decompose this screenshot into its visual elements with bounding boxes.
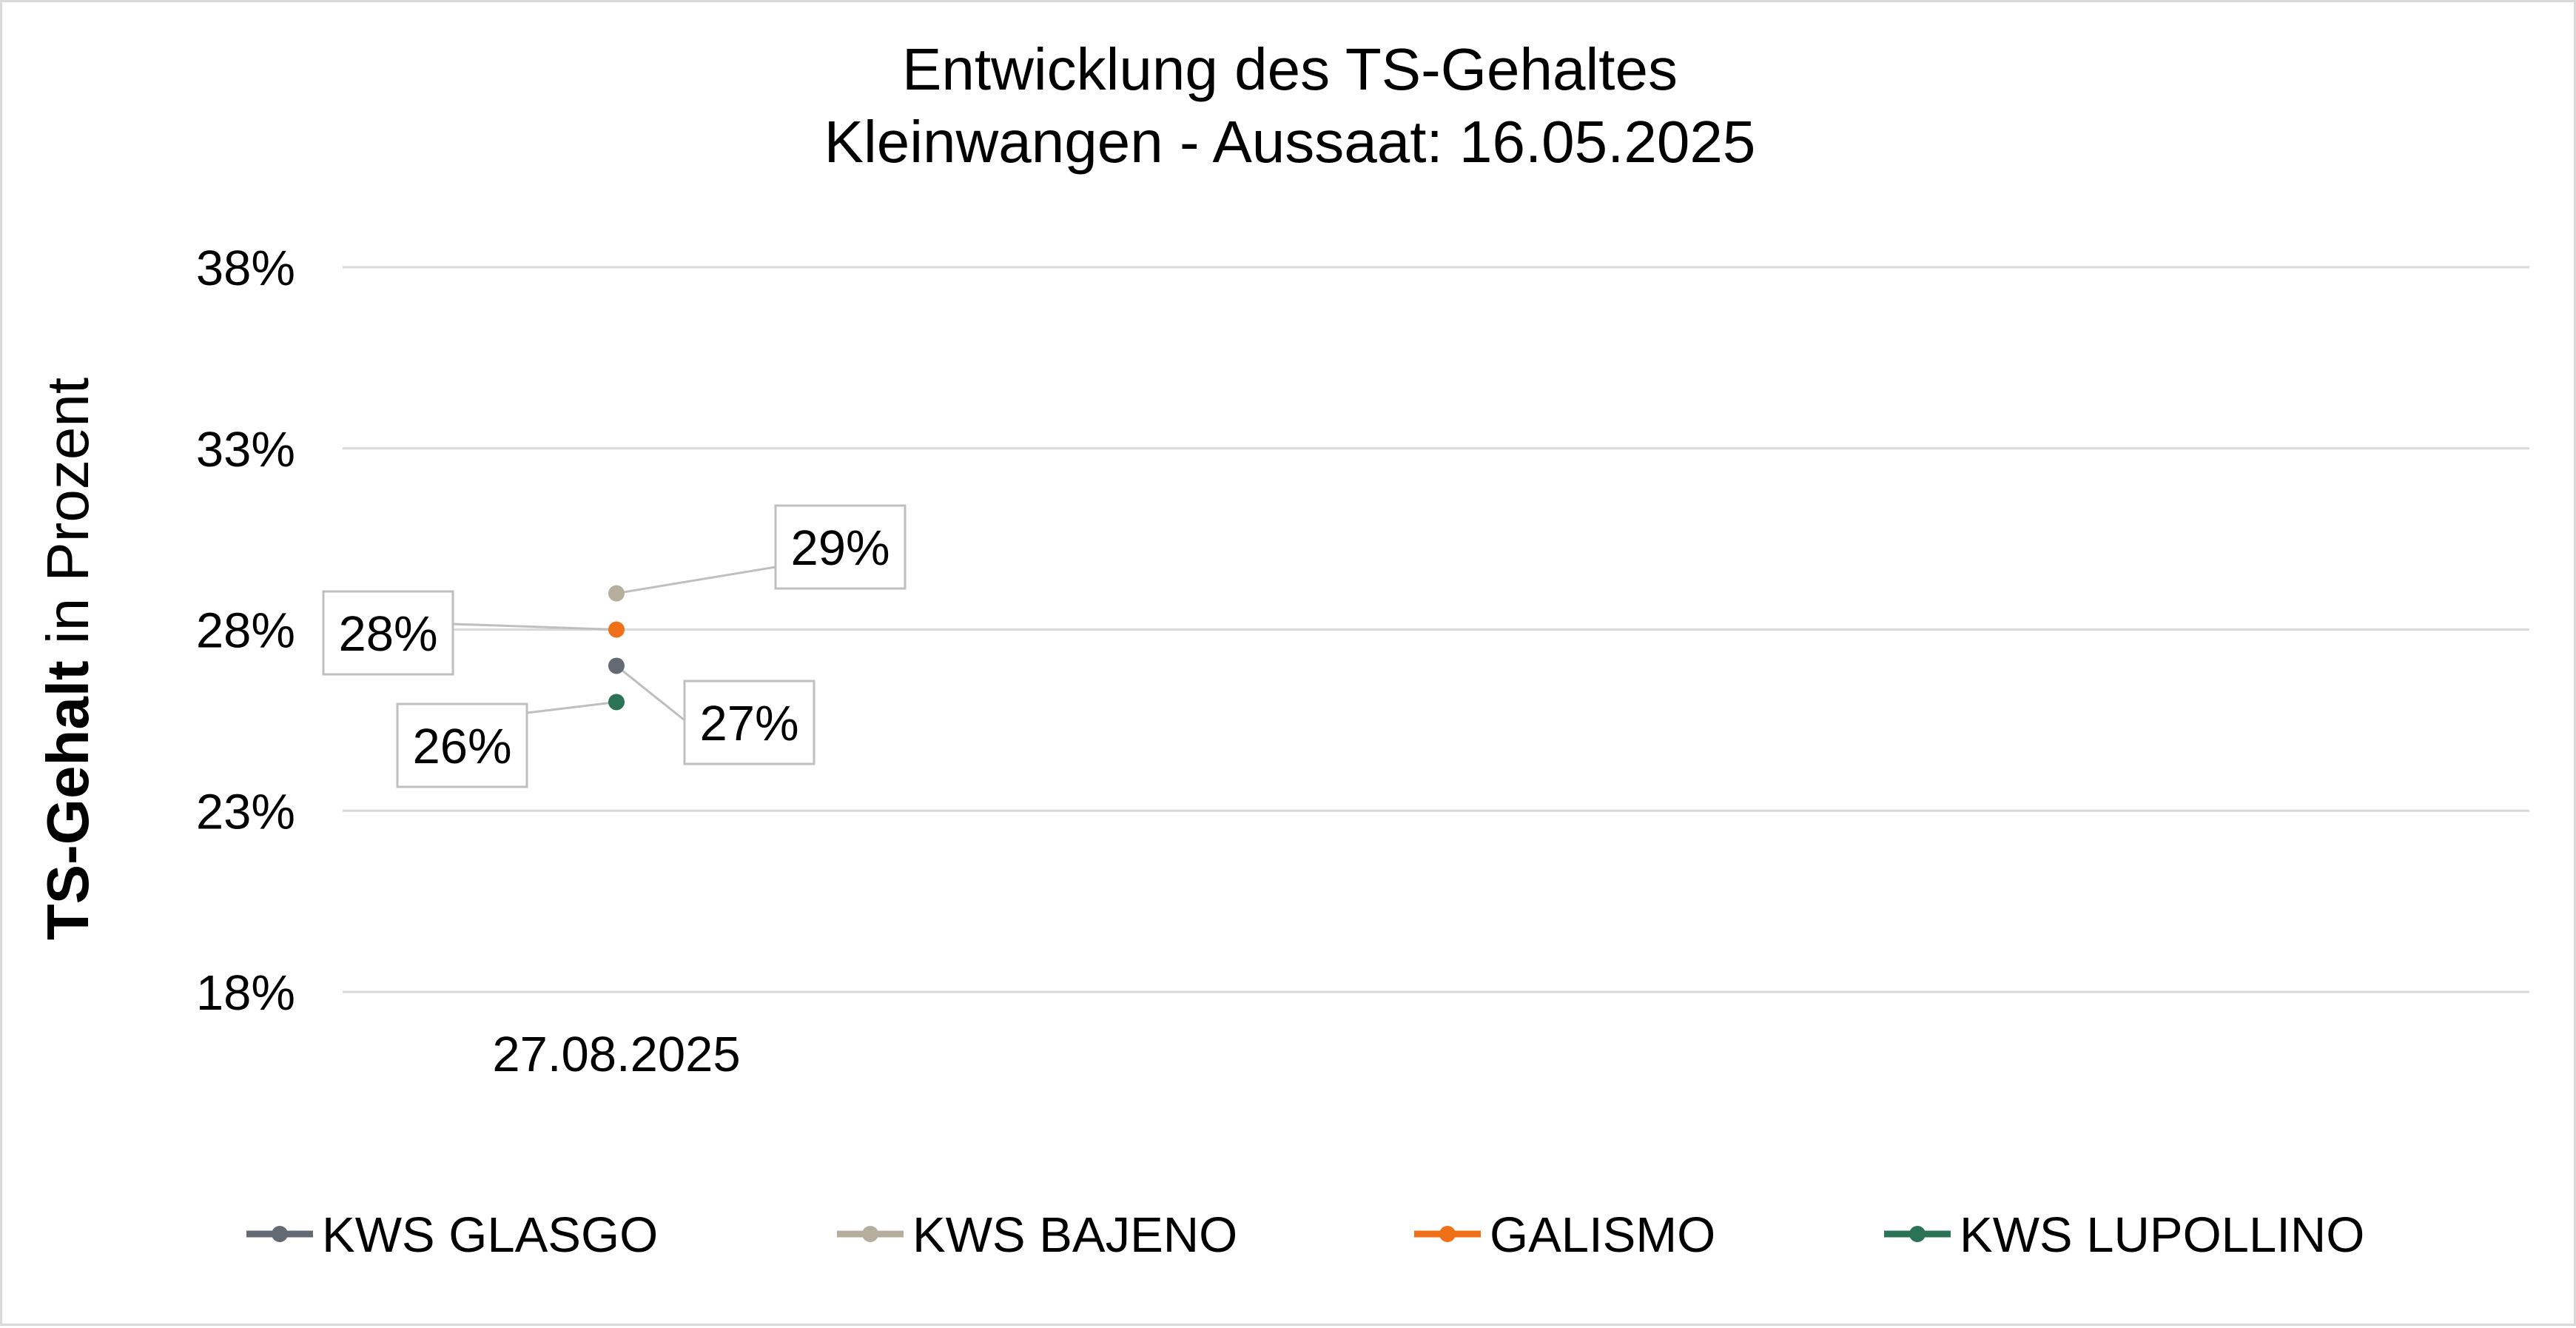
data-points [608,585,625,711]
data-point-galismo [608,621,625,638]
gridlines [343,266,2529,993]
data-label: 29% [790,520,890,576]
legend-marker [1909,1226,1926,1242]
data-label: 26% [412,719,511,774]
chart-title: Entwicklung des TS-Gehaltes [902,36,1678,102]
y-tick-label: 33% [196,422,295,477]
legend-item: GALISMO [1414,1207,1715,1263]
chart-subtitle: Kleinwangen - Aussaat: 16.05.2025 [824,109,1756,175]
legend-label: KWS GLASGO [322,1207,658,1263]
y-tick-label: 18% [196,965,295,1021]
legend: KWS GLASGO KWS BAJENO GALISMO KWS LUPOLLINO [246,1207,2364,1263]
data-label-box [683,680,815,765]
data-point-kws-lupollino [608,694,625,711]
data-labels: 27% 29% 28% 26% [322,504,907,788]
data-label: 28% [338,606,437,662]
data-label-box [396,702,528,788]
data-point-kws-bajeno [608,585,625,602]
data-label-box [322,590,454,676]
chart-title-group: Entwicklung des TS-Gehaltes Kleinwangen … [824,36,1756,175]
data-label-leader [526,700,617,714]
data-label-leader [616,566,776,595]
legend-item: KWS GLASGO [246,1207,658,1263]
x-tick-label: 27.08.2025 [492,1027,740,1082]
x-tick-labels: 27.08.2025 [492,1027,740,1082]
legend-label: GALISMO [1490,1207,1715,1263]
data-label-leader [616,665,685,722]
y-tick-label: 38% [196,241,295,296]
legend-item: KWS BAJENO [837,1207,1237,1263]
y-tick-label: 28% [196,603,295,659]
y-axis-label-bold: TS-Gehalt [35,660,101,940]
data-label-box [774,504,907,590]
y-tick-label: 23% [196,784,295,839]
data-label: 27% [699,696,798,751]
legend-label: KWS BAJENO [912,1207,1237,1263]
legend-marker [862,1226,878,1242]
data-point-kws-glasgo [608,657,625,674]
y-axis-label: TS-Gehalt in Prozent [35,378,101,940]
legend-label: KWS LUPOLLINO [1960,1207,2364,1263]
y-tick-labels: 18% 23% 28% 33% 38% [196,241,295,1021]
y-axis-label-rest: in Prozent [35,378,101,660]
legend-item: KWS LUPOLLINO [1884,1207,2364,1263]
legend-marker [1439,1226,1456,1242]
data-label-leader [452,623,617,631]
legend-marker [272,1226,288,1242]
